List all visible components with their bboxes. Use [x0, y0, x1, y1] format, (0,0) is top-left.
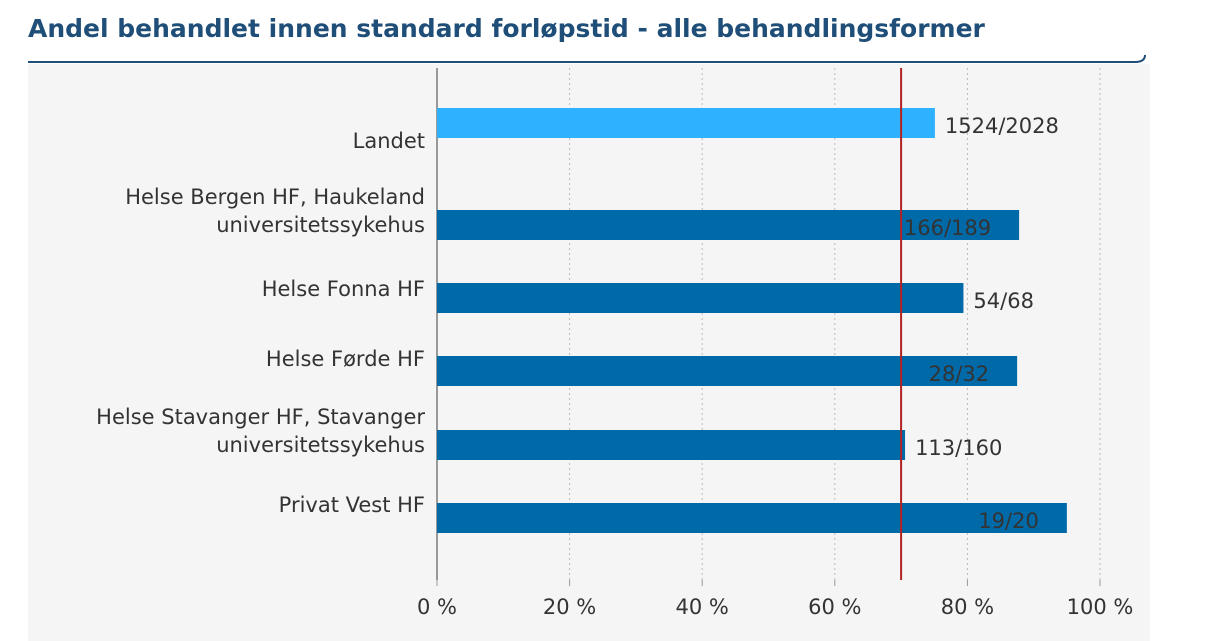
value-label: 1524/2028 [945, 114, 1059, 138]
category-label: Helse Fonna HF [262, 277, 425, 301]
bar [437, 503, 1067, 533]
title-rule [28, 54, 1146, 63]
value-label: 54/68 [973, 289, 1034, 313]
chart-title: Andel behandlet innen standard forløpsti… [28, 14, 986, 43]
bar [437, 283, 964, 313]
bar [437, 210, 1020, 240]
x-tick-label: 60 % [808, 595, 861, 619]
x-tick-label: 40 % [676, 595, 729, 619]
bar [437, 430, 906, 460]
plot-background [28, 64, 1150, 641]
bar [437, 108, 935, 138]
category-label: Privat Vest HF [279, 493, 425, 517]
value-label: 19/20 [978, 509, 1039, 533]
value-label: 166/189 [904, 216, 991, 240]
value-label: 113/160 [915, 436, 1002, 460]
category-label: Helse Bergen HF, Haukeland universitetssy… [125, 185, 425, 237]
category-label: Helse Stavanger HF, Stavanger universitet… [96, 405, 425, 457]
x-tick-label: 20 % [543, 595, 596, 619]
x-tick-label: 100 % [1067, 595, 1134, 619]
x-tick-label: 0 % [417, 595, 457, 619]
value-label: 28/32 [929, 362, 990, 386]
x-tick-label: 80 % [941, 595, 994, 619]
bar [437, 356, 1018, 386]
category-label: Landet [353, 129, 425, 153]
category-label: Helse Førde HF [266, 347, 425, 371]
